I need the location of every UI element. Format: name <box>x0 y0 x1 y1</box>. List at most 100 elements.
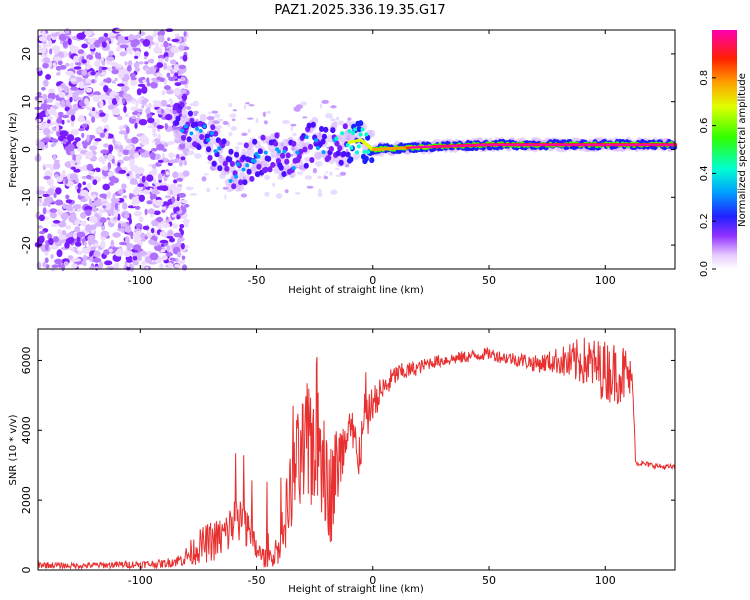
snr-x-ticks: -100 -50 0 50 100 <box>128 329 616 587</box>
noise-blob <box>43 175 51 180</box>
noise-blob <box>137 31 146 36</box>
noise-blob <box>102 205 106 209</box>
signal-halo <box>247 147 254 156</box>
noise-blob <box>118 169 127 174</box>
noise-blob <box>107 153 113 161</box>
noise-blob <box>135 230 143 236</box>
noise-blob <box>182 170 190 177</box>
noise-blob <box>108 144 114 153</box>
noise-blob <box>159 239 169 244</box>
noise-blob <box>43 57 51 64</box>
noise-blob <box>138 216 144 223</box>
noise-blob <box>222 186 229 190</box>
noise-blob <box>134 122 138 129</box>
noise-blob <box>172 223 178 229</box>
noise-blob <box>124 132 128 141</box>
noise-blob <box>80 189 89 197</box>
noise-blob <box>122 202 128 210</box>
noise-blob <box>137 254 142 262</box>
noise-blob <box>54 159 60 163</box>
y-tick-label: 2000 <box>20 486 33 514</box>
noise-blob <box>126 259 133 263</box>
noise-blob <box>104 131 109 140</box>
signal-outer <box>274 132 280 139</box>
noise-blob <box>158 222 162 229</box>
noise-blob <box>107 171 114 176</box>
colorbar-tick-label: 0.0 <box>699 261 710 277</box>
noise-blob <box>137 61 144 65</box>
noise-blob <box>103 249 110 256</box>
signal-outer <box>328 146 334 152</box>
noise-blob <box>124 113 130 118</box>
noise-blob <box>144 236 148 240</box>
noise-blob <box>99 93 107 101</box>
noise-blob <box>50 244 59 250</box>
noise-blob <box>330 105 337 109</box>
noise-blob <box>78 116 85 123</box>
noise-blob <box>75 250 79 254</box>
noise-blob <box>137 83 146 87</box>
noise-blob <box>179 80 188 85</box>
noise-blob <box>231 118 236 122</box>
signal-outer <box>335 150 341 157</box>
signal-outer <box>211 160 217 167</box>
noise-blob <box>175 206 180 212</box>
noise-blob <box>178 45 185 51</box>
noise-blob <box>58 33 67 42</box>
signal-outer <box>186 136 192 143</box>
noise-blob <box>72 104 77 110</box>
noise-blob <box>193 113 198 117</box>
noise-blob <box>99 209 105 213</box>
noise-blob <box>66 119 71 124</box>
noise-blob <box>244 104 247 110</box>
noise-blob <box>137 113 141 118</box>
noise-blob <box>167 37 171 41</box>
noise-blob <box>177 184 183 188</box>
noise-blob <box>184 203 190 208</box>
signal-mid <box>321 150 326 155</box>
signal-mid <box>295 150 300 155</box>
noise-blob <box>93 40 102 48</box>
noise-blob <box>130 78 138 87</box>
noise-blob <box>119 44 129 49</box>
noise-blob <box>178 227 183 232</box>
noise-blob <box>189 193 198 196</box>
noise-blob <box>45 110 49 116</box>
noise-blob <box>154 242 159 247</box>
noise-blob <box>121 97 126 104</box>
noise-blob <box>132 255 138 261</box>
x-tick-label: 100 <box>595 274 616 287</box>
noise-blob <box>208 111 211 115</box>
noise-blob <box>147 208 155 215</box>
noise-blob <box>81 260 87 266</box>
signal-outer <box>302 146 308 153</box>
noise-blob <box>129 192 133 200</box>
noise-blob <box>111 66 116 70</box>
noise-blob <box>74 97 83 101</box>
noise-blob <box>120 39 129 44</box>
noise-blob <box>67 143 75 152</box>
signal-outer <box>358 120 364 127</box>
noise-blob <box>139 178 143 184</box>
noise-blob <box>77 182 82 189</box>
noise-blob <box>90 109 98 117</box>
noise-blob <box>275 193 283 199</box>
noise-blob <box>138 119 148 126</box>
signal-outer <box>228 148 234 155</box>
colorbar-label: Normalized spectral amplitude <box>737 73 748 227</box>
noise-blob <box>228 102 233 108</box>
signal-outer <box>342 123 348 130</box>
signal-outer <box>238 179 244 186</box>
signal-outer <box>270 161 276 168</box>
noise-blob <box>129 158 136 166</box>
noise-blob <box>53 162 61 170</box>
signal-outer <box>260 134 266 141</box>
signal-outer <box>337 145 343 152</box>
noise-blob <box>77 49 85 54</box>
noise-blob <box>54 31 60 36</box>
signal-outer <box>348 156 354 163</box>
noise-blob <box>135 99 139 108</box>
signal-halo <box>209 136 217 145</box>
noise-blob <box>319 103 323 109</box>
